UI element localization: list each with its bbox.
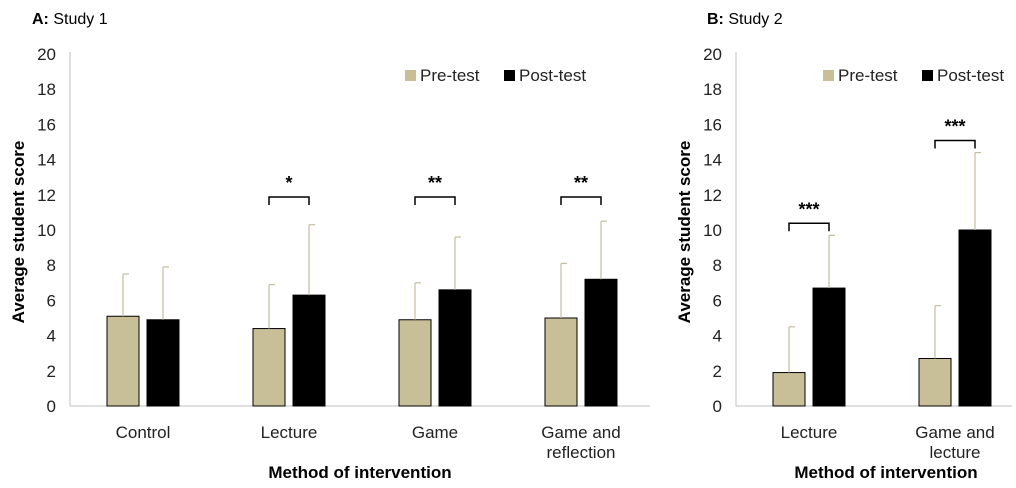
pretest-bar — [772, 372, 806, 407]
y-tick-label: 2 — [47, 362, 56, 381]
y-tick-label: 0 — [47, 397, 56, 416]
y-tick-label: 14 — [703, 151, 722, 170]
posttest-bar — [146, 319, 180, 407]
significance-bracket — [268, 196, 310, 205]
y-tick-label: 14 — [37, 151, 56, 170]
y-tick-label: 10 — [703, 221, 722, 240]
pretest-bar — [918, 357, 952, 407]
y-tick-label: 4 — [713, 327, 722, 346]
significance-bracket — [414, 196, 456, 205]
pretest-bar — [106, 315, 140, 407]
panel-label: B: Study 2 — [707, 11, 783, 28]
y-tick-label: 20 — [703, 45, 722, 64]
significance-marker: *** — [944, 117, 965, 137]
x-category-label: Game and — [541, 423, 620, 442]
posttest-bar — [292, 294, 326, 407]
x-category-label: Lecture — [261, 423, 318, 442]
significance-marker: ** — [428, 173, 442, 193]
x-category-label: lecture — [929, 443, 980, 462]
y-tick-label: 20 — [37, 45, 56, 64]
y-tick-label: 18 — [703, 80, 722, 99]
legend-swatch-pretest — [405, 70, 416, 81]
y-tick-label: 0 — [713, 397, 722, 416]
panel-label: A: Study 1 — [32, 11, 108, 28]
x-axis-title: Method of intervention — [268, 463, 451, 482]
legend-swatch-posttest — [922, 70, 933, 81]
legend-label: Pre-test — [420, 66, 480, 85]
y-tick-label: 18 — [37, 80, 56, 99]
chart-panel-2: B: Study 2 0 2 4 6 8 10 12 14 16 18 20 Average stude… — [675, 11, 1012, 482]
panel-label-letter: A: — [32, 11, 49, 28]
y-tick-label: 4 — [47, 327, 56, 346]
significance-marker: ** — [574, 173, 588, 193]
y-tick-label: 2 — [713, 362, 722, 381]
pretest-bar — [252, 328, 286, 407]
significance-bracket — [934, 139, 976, 149]
posttest-bar — [438, 289, 472, 407]
x-category-label: Game — [412, 423, 458, 442]
posttest-bar — [958, 229, 992, 407]
y-axis-title: Average student score — [9, 141, 28, 324]
legend-label: Pre-test — [838, 66, 898, 85]
pretest-bar — [398, 319, 432, 407]
y-tick-label: 6 — [47, 291, 56, 310]
panel-label-title: Study 2 — [724, 11, 783, 28]
legend-swatch-pretest — [823, 70, 834, 81]
y-tick-label: 8 — [47, 256, 56, 275]
legend-label: Post-test — [937, 66, 1004, 85]
x-category-label: Control — [116, 423, 171, 442]
significance-bracket — [788, 222, 830, 232]
y-tick-label: 8 — [713, 256, 722, 275]
significance-marker: *** — [798, 199, 819, 219]
y-tick-label: 6 — [713, 291, 722, 310]
y-axis-title: Average student score — [675, 141, 694, 324]
significance-bracket — [560, 196, 602, 205]
panel-label-letter: B: — [707, 11, 724, 28]
x-category-label: reflection — [547, 443, 616, 462]
x-axis-title: Method of intervention — [794, 463, 977, 482]
y-tick-label: 12 — [703, 186, 722, 205]
legend-swatch-posttest — [504, 70, 515, 81]
posttest-bar — [812, 287, 846, 407]
posttest-bar — [584, 278, 618, 407]
y-tick-label: 12 — [37, 186, 56, 205]
y-tick-label: 16 — [703, 115, 722, 134]
x-category-label: Lecture — [781, 423, 838, 442]
y-tick-label: 16 — [37, 115, 56, 134]
panel-label-title: Study 1 — [49, 11, 108, 28]
x-category-label: Game and — [915, 423, 994, 442]
pretest-bar — [544, 317, 578, 407]
significance-marker: * — [285, 173, 292, 193]
legend-label: Post-test — [519, 66, 586, 85]
y-tick-label: 10 — [37, 221, 56, 240]
chart-panel-1: A: Study 1 0 2 4 6 8 10 12 14 16 18 20 Average stude… — [9, 11, 650, 482]
